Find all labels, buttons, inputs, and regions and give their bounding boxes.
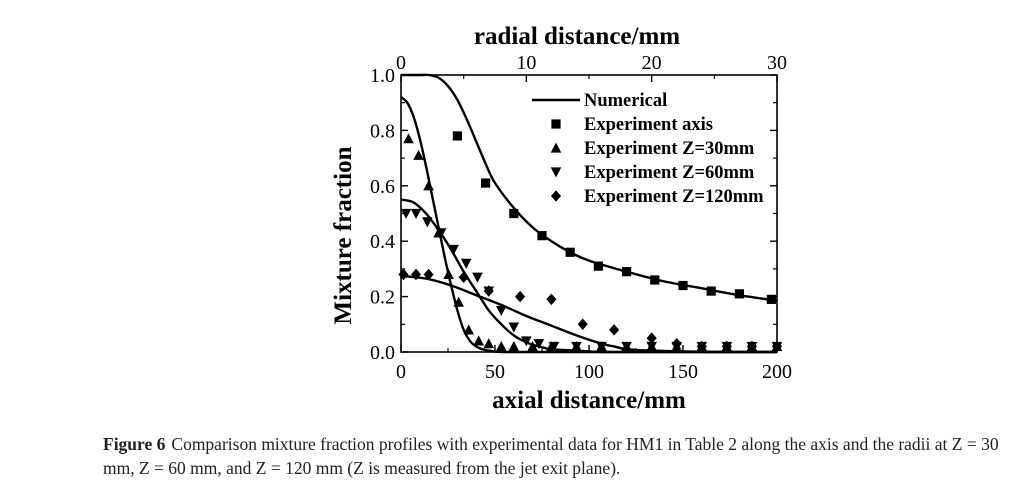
- caption-text: Comparison mixture fraction profiles wit…: [103, 434, 999, 478]
- data-point-triangle-down: [596, 341, 607, 352]
- numerical-curve-numerical-z-60mm-: [400, 198, 777, 354]
- data-point-triangle-down: [646, 341, 657, 352]
- x2-tick-label: 0: [396, 52, 406, 74]
- x-tick-label: 0: [396, 361, 406, 383]
- legend-label: Experiment Z=120mm: [584, 187, 764, 207]
- data-point-triangle-up: [443, 268, 454, 280]
- y-tick-label: 0.6: [370, 176, 395, 198]
- data-point-diamond: [721, 340, 732, 353]
- data-point-triangle-up: [453, 296, 464, 307]
- data-point-diamond: [398, 268, 409, 281]
- x-tick-label: 200: [762, 361, 792, 383]
- data-point-square: [650, 275, 660, 285]
- data-point-triangle-down: [495, 305, 507, 316]
- data-point-square: [481, 178, 491, 188]
- data-point-square: [734, 289, 744, 299]
- data-point-diamond: [458, 271, 469, 283]
- data-point-triangle-up: [495, 340, 507, 352]
- data-point-triangle-up: [413, 149, 424, 160]
- data-point-diamond: [515, 290, 526, 303]
- data-point-triangle-down: [422, 217, 433, 228]
- data-point-triangle-up: [403, 133, 414, 144]
- data-point-triangle-up: [527, 340, 538, 352]
- numerical-curve-numerical-axis-: [400, 73, 778, 302]
- data-point-diamond: [410, 268, 422, 281]
- data-point-triangle-down: [533, 339, 545, 350]
- y-tick-label: 0.8: [370, 120, 395, 142]
- x2-tick-label: 10: [516, 52, 536, 74]
- legend-label: Numerical: [584, 91, 667, 111]
- x-tick-label: 100: [574, 361, 604, 383]
- data-point-triangle-down: [571, 341, 582, 352]
- data-point-triangle-down: [621, 341, 632, 352]
- y-tick-label: 0.4: [370, 231, 395, 253]
- legend: Numerical Experiment axis Experiment Z=30m…: [532, 91, 764, 207]
- data-point-triangle-up: [508, 340, 520, 352]
- data-point-square: [537, 231, 547, 241]
- data-point-square: [678, 280, 688, 291]
- x2-tick-label: 20: [642, 52, 662, 74]
- data-point-square: [766, 294, 776, 304]
- data-point-triangle-down: [472, 272, 483, 283]
- data-point-triangle-down: [435, 228, 447, 239]
- data-point-diamond: [577, 318, 588, 331]
- data-point-triangle-down: [548, 341, 560, 352]
- y-tick-label: 1.0: [370, 65, 395, 87]
- data-point-triangle-up: [463, 324, 474, 335]
- top-x-axis-label: radial distance/mm: [474, 23, 680, 50]
- legend-marker-square: [551, 119, 561, 129]
- data-point-square: [593, 261, 603, 271]
- data-point-diamond: [483, 285, 494, 297]
- y-tick-label: 0.0: [370, 342, 395, 364]
- data-point-diamond: [746, 340, 757, 353]
- x2-tick-label: 30: [767, 52, 787, 74]
- data-point-square: [452, 131, 462, 141]
- data-point-triangle-down: [410, 208, 422, 220]
- caption-label: Figure 6: [103, 434, 166, 454]
- x-tick-label: 150: [668, 361, 698, 383]
- x-axis-label: axial distance/mm: [492, 387, 686, 414]
- figure-caption: Figure 6 Comparison mixture fraction prof…: [103, 432, 1023, 480]
- legend-marker-triangle-up: [550, 142, 562, 153]
- data-point-triangle-up: [473, 335, 484, 346]
- legend-label: Experiment Z=30mm: [584, 139, 755, 159]
- legend-marker-diamond: [550, 190, 562, 202]
- data-point-triangle-down: [508, 322, 520, 333]
- data-point-diamond: [646, 332, 657, 344]
- data-point-square: [622, 267, 632, 277]
- data-point-triangle-down: [448, 244, 459, 256]
- data-point-diamond: [609, 324, 620, 336]
- data-point-diamond: [423, 268, 434, 281]
- y-tick-label: 0.2: [370, 287, 395, 309]
- ticks-layer: 0 50 100 150 200 0 10 20 30 0.0 0.2 0.4 0.6 0.8 1.0: [370, 52, 792, 383]
- data-point-triangle-up: [423, 180, 434, 191]
- legend-label: Experiment Z=60mm: [584, 163, 755, 183]
- x-tick-label: 50: [485, 361, 505, 383]
- data-point-square: [706, 286, 716, 296]
- data-point-diamond: [671, 337, 682, 350]
- legend-marker-triangle-down: [550, 167, 562, 178]
- data-point-triangle-down: [460, 258, 472, 269]
- data-point-square: [509, 208, 519, 219]
- data-point-triangle-down: [521, 336, 532, 347]
- data-point-square: [565, 247, 575, 257]
- y-axis-label: Mixture fraction: [330, 146, 357, 324]
- mixture-fraction-chart: 0 50 100 150 200 0 10 20 30 0.0 0.2 0.4 0.6 0.8 1.0 ax…: [330, 23, 792, 414]
- data-point-diamond: [546, 293, 557, 306]
- markers-layer: [398, 131, 783, 353]
- data-point-triangle-up: [483, 338, 495, 349]
- data-point-diamond: [696, 340, 707, 353]
- legend-label: Experiment axis: [584, 115, 713, 135]
- data-point-triangle-down: [400, 208, 412, 220]
